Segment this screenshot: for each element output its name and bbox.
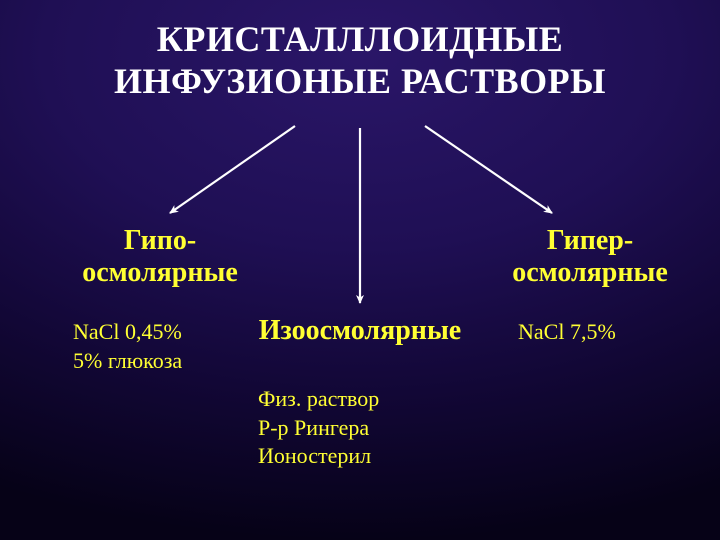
category-iso-line1: Изоосмолярные	[259, 315, 461, 346]
category-hypo: Гипо- осмолярные	[60, 225, 260, 289]
slide: КРИСТАЛЛЛОИДНЫЕ ИНФУЗИОНЫЕ РАСТВОРЫ Гипо…	[0, 0, 720, 540]
category-hypo-line2: осмолярные	[82, 257, 238, 288]
arrow-to-hyper	[425, 126, 552, 213]
category-hyper-line2: осмолярные	[512, 257, 668, 288]
category-hyper-line1: Гипер-	[547, 225, 633, 256]
slide-title: КРИСТАЛЛЛОИДНЫЕ ИНФУЗИОНЫЕ РАСТВОРЫ	[0, 18, 720, 103]
solution-item: NaCl 7,5%	[518, 318, 616, 347]
category-iso: Изоосмолярные	[230, 315, 490, 347]
solution-item: Ионостерил	[258, 442, 379, 471]
category-hyper: Гипер- осмолярные	[490, 225, 690, 289]
solution-item: 5% глюкоза	[73, 347, 182, 376]
solutions-hypo: NaCl 0,45% 5% глюкоза	[73, 318, 182, 375]
category-hypo-line1: Гипо-	[124, 225, 196, 256]
title-line-2: ИНФУЗИОНЫЕ РАСТВОРЫ	[114, 61, 606, 101]
solutions-hyper: NaCl 7,5%	[518, 318, 616, 347]
arrow-to-hypo	[170, 126, 295, 213]
solution-item: Физ. раствор	[258, 385, 379, 414]
title-line-1: КРИСТАЛЛЛОИДНЫЕ	[157, 19, 563, 59]
solution-item: NaCl 0,45%	[73, 318, 182, 347]
solutions-iso: Физ. раствор Р-р Рингера Ионостерил	[258, 385, 379, 471]
solution-item: Р-р Рингера	[258, 414, 379, 443]
